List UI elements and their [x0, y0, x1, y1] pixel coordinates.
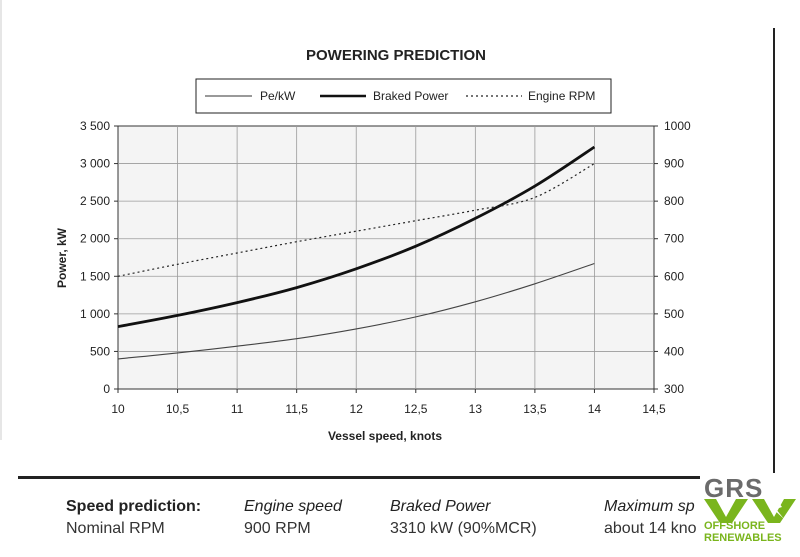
- legend-label-pe: Pe/kW: [260, 89, 296, 103]
- series-line-braked-power: [117, 145, 596, 328]
- x-tick-label: 14: [588, 402, 602, 416]
- summary-col-heading: Speed prediction: Nominal RPM: [66, 496, 236, 540]
- x-tick-label: 13: [469, 402, 483, 416]
- y-tick-label: 2 000: [80, 232, 110, 246]
- max-speed-label: Maximum sp: [604, 498, 695, 515]
- y2-tick-label: 1000: [664, 119, 691, 133]
- logo-chevron-icon: [704, 499, 796, 523]
- x-tick-label: 14,5: [642, 402, 666, 416]
- summary-heading: Speed prediction:: [66, 498, 202, 515]
- logo-renewables-text: RENEWABLES: [704, 532, 782, 544]
- x-tick-label: 13,5: [523, 402, 547, 416]
- summary-col-braked-power: Braked Power 3310 kW (90%MCR): [390, 496, 590, 540]
- y2-tick-label: 800: [664, 194, 684, 208]
- summary-col-max-speed: Maximum sp about 14 kno: [604, 496, 700, 540]
- y2-tick-label: 900: [664, 157, 684, 171]
- frame-border-bottom: [18, 476, 775, 479]
- y-tick-label: 2 500: [80, 194, 110, 208]
- x-tick-label: 12,5: [404, 402, 428, 416]
- series-line-pe-kw: [117, 262, 595, 360]
- logo-grs-text: GRS: [704, 473, 764, 503]
- legend-label-braked: Braked Power: [373, 89, 448, 103]
- frame-border-right: [773, 28, 775, 480]
- max-speed-value: about 14 kno: [604, 520, 697, 537]
- y2-tick-label: 400: [664, 344, 684, 358]
- x-axis-label: Vessel speed, knots: [328, 429, 442, 443]
- y-tick-label: 3 000: [80, 157, 110, 171]
- speed-prediction-summary: Speed prediction: Nominal RPM Engine spe…: [66, 496, 800, 557]
- chart-title: POWERING PREDICTION: [306, 47, 486, 64]
- legend-label-rpm: Engine RPM: [528, 89, 595, 103]
- x-tick-label: 10,5: [166, 402, 190, 416]
- page-edge: [0, 0, 2, 440]
- y2-tick-label: 700: [664, 232, 684, 246]
- y2-tick-label: 300: [664, 382, 684, 396]
- x-tick-label: 11: [231, 402, 244, 416]
- summary-heading-value: Nominal RPM: [66, 520, 165, 537]
- y-tick-label: 1 500: [80, 269, 110, 283]
- x-tick-label: 11,5: [285, 402, 308, 416]
- engine-speed-label: Engine speed: [244, 498, 342, 515]
- axes: 10 10,5 11 11,5 12 12,5 13 13,5 14 14,5 0 500 1 000 1…: [80, 119, 691, 416]
- legend: Pe/kW Braked Power Engine RPM: [195, 78, 612, 114]
- grs-offshore-logo: GRS OFFSHORE RENEWABLES: [700, 473, 800, 557]
- y2-tick-label: 600: [664, 269, 684, 283]
- x-tick-label: 10: [111, 402, 125, 416]
- summary-col-engine-speed: Engine speed 900 RPM: [244, 496, 384, 540]
- y-tick-label: 1 000: [80, 307, 110, 321]
- y2-tick-label: 500: [664, 307, 684, 321]
- braked-power-value: 3310 kW (90%MCR): [390, 520, 537, 537]
- y-axis-label: Power, kW: [55, 227, 69, 288]
- y-tick-label: 3 500: [80, 119, 110, 133]
- engine-speed-value: 900 RPM: [244, 520, 311, 537]
- powering-chart: POWERING PREDICTION Pe/kW Braked Power E…: [55, 47, 691, 443]
- series-lines: [117, 145, 596, 360]
- y-tick-label: 500: [90, 344, 110, 358]
- braked-power-label: Braked Power: [390, 498, 491, 515]
- x-tick-label: 12: [350, 402, 364, 416]
- y-tick-label: 0: [103, 382, 110, 396]
- legend-box: [195, 78, 612, 114]
- logo-offshore-text: OFFSHORE: [704, 520, 766, 532]
